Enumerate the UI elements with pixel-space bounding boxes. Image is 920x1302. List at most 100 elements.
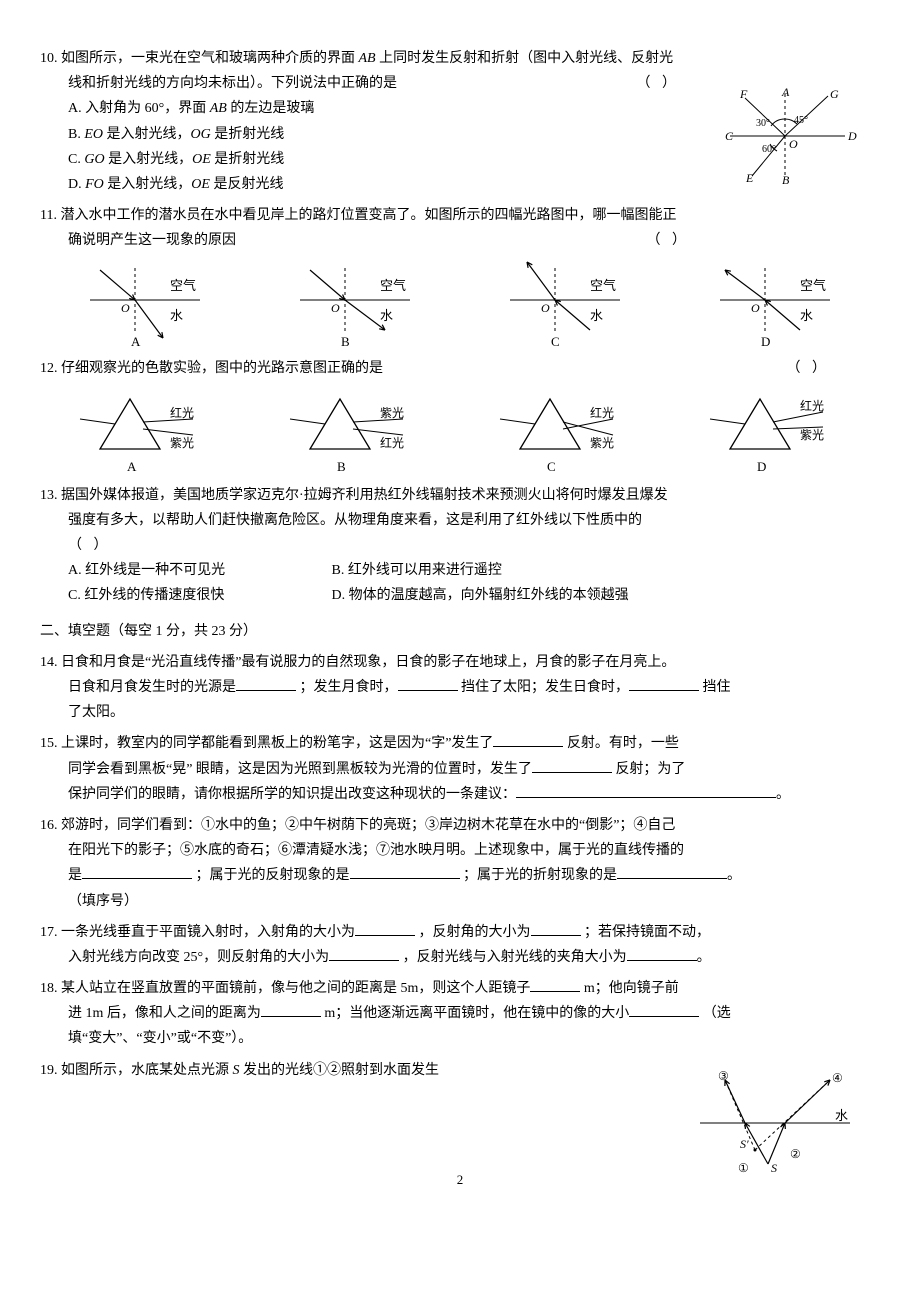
q10-number: 10. [40, 51, 58, 66]
q17-number: 17. [40, 925, 58, 940]
q17-line1: 17. 一条光线垂直于平面镜入射时，入射角的大小为 ，反射角的大小为 ；若保持镜… [40, 920, 880, 945]
q11-stem-line1: 11. 潜入水中工作的潜水员在水中看见岸上的路灯位置变高了。如图所示的四幅光路图… [40, 203, 880, 228]
q17-blank-3 [329, 946, 399, 961]
svg-text:A: A [131, 334, 141, 349]
q14-line1: 14. 日食和月食是“光沿直线传播”最有说服力的自然现象，日食的影子在地球上，月… [40, 650, 880, 675]
svg-text:S: S [771, 1161, 777, 1175]
q15-blank-3 [516, 783, 776, 798]
q17-blank-1 [355, 921, 415, 936]
svg-text:B: B [341, 334, 350, 349]
svg-text:O: O [331, 301, 340, 315]
svg-text:O: O [121, 301, 130, 315]
q16-number: 16. [40, 818, 58, 833]
q19-number: 19. [40, 1063, 58, 1078]
q18-blank-3 [629, 1002, 699, 1017]
q16-line4: （填序号） [40, 889, 880, 914]
svg-text:B: B [782, 173, 790, 186]
q14-line3: 了太阳。 [40, 700, 880, 725]
q12-stem: 12. 仔细观察光的色散实验，图中的光路示意图正确的是 （ ） [40, 356, 880, 381]
q12-fig-c: 红光紫光 C [495, 387, 635, 477]
svg-text:D: D [761, 334, 770, 349]
svg-text:D: D [757, 459, 766, 474]
svg-text:紫光: 紫光 [800, 428, 824, 442]
question-11: 11. 潜入水中工作的潜水员在水中看见岸上的路灯位置变高了。如图所示的四幅光路图… [40, 203, 880, 349]
svg-text:水: 水 [170, 308, 183, 323]
q15-line3: 保护同学们的眼睛，请你根据所学的知识提出改变这种现状的一条建议：。 [40, 782, 880, 807]
q18-line1: 18. 某人站立在竖直放置的平面镜前，像与他之间的距离是 5m，则这个人距镜子 … [40, 976, 880, 1001]
q14-blank-3 [629, 676, 699, 691]
q12-figure-row: 红光紫光A 紫光红光B 红光紫光C 红光紫光D [40, 387, 880, 477]
q13-option-d: D. 物体的温度越高，向外辐射红外线的本领越强 [332, 583, 629, 608]
q13-options-row1: A. 红外线是一种不可见光 B. 红外线可以用来进行遥控 [40, 558, 880, 583]
question-10: 10. 如图所示，一束光在空气和玻璃两种介质的界面 AB 上同时发生反射和折射（… [40, 46, 880, 197]
svg-text:紫光: 紫光 [590, 436, 614, 450]
q13-stem-line2: 强度有多大，以帮助人们赶快撤离危险区。从物理角度来看，这是利用了红外线以下性质中… [40, 508, 880, 533]
q11-number: 11. [40, 208, 57, 223]
section-2-heading: 二、填空题（每空 1 分，共 23 分） [40, 619, 880, 644]
svg-text:O: O [789, 137, 798, 151]
q15-blank-1 [493, 732, 563, 747]
q13-option-c: C. 红外线的传播速度很快 [68, 583, 288, 608]
question-16: 16. 郊游时，同学们看到：①水中的鱼；②中午树荫下的亮斑；③岸边树木花草在水中… [40, 813, 880, 914]
svg-text:水: 水 [835, 1108, 848, 1123]
svg-text:A: A [781, 86, 790, 99]
q18-blank-1 [530, 977, 580, 992]
svg-text:红光: 红光 [380, 435, 404, 450]
q12-fig-d: 红光紫光 D [705, 387, 845, 477]
q13-paren: （ ） [40, 533, 880, 558]
q18-line3: 填“变大”、“变小”或“不变”）。 [40, 1026, 880, 1051]
svg-text:④: ④ [832, 1071, 843, 1085]
svg-text:E: E [745, 171, 754, 185]
q19-figure: ①②③④水SS′ [690, 1068, 860, 1178]
question-15: 15. 上课时，教室内的同学都能看到黑板上的粉笔字，这是因为“字”发生了 反射。… [40, 731, 880, 807]
q14-number: 14. [40, 655, 58, 670]
svg-text:60°: 60° [762, 144, 776, 155]
svg-text:空气: 空气 [590, 278, 616, 293]
q12-paren: （ ） [787, 356, 831, 381]
svg-text:F: F [739, 87, 748, 101]
q16-line2: 在阳光下的影子；⑤水底的奇石；⑥潭清疑水浅；⑦池水映月明。上述现象中，属于光的直… [40, 838, 880, 863]
svg-text:B: B [337, 459, 346, 474]
svg-text:A: A [127, 459, 137, 474]
q11-figure-row: 空气水OA 空气水OB 空气水OC 空气水OD [40, 260, 880, 350]
q12-fig-a: 红光紫光 A [75, 387, 215, 477]
svg-text:红光: 红光 [800, 398, 824, 413]
question-18: 18. 某人站立在竖直放置的平面镜前，像与他之间的距离是 5m，则这个人距镜子 … [40, 976, 880, 1052]
q16-blank-3 [617, 864, 727, 879]
svg-text:S′: S′ [740, 1137, 749, 1151]
svg-text:G: G [830, 87, 839, 101]
svg-text:D: D [847, 129, 857, 143]
q15-line1: 15. 上课时，教室内的同学都能看到黑板上的粉笔字，这是因为“字”发生了 反射。… [40, 731, 880, 756]
svg-text:紫光: 紫光 [170, 436, 194, 450]
q14-blank-2 [398, 676, 458, 691]
q16-line1: 16. 郊游时，同学们看到：①水中的鱼；②中午树荫下的亮斑；③岸边树木花草在水中… [40, 813, 880, 838]
q14-line2: 日食和月食发生时的光源是 ；发生月食时， 挡住了太阳；发生日食时， 挡住 [40, 675, 880, 700]
svg-text:O: O [541, 301, 550, 315]
svg-text:空气: 空气 [380, 278, 406, 293]
question-17: 17. 一条光线垂直于平面镜入射时，入射角的大小为 ，反射角的大小为 ；若保持镜… [40, 920, 880, 970]
q16-line3: 是 ；属于光的反射现象的是 ；属于光的折射现象的是。 [40, 863, 880, 888]
svg-text:空气: 空气 [800, 278, 826, 293]
svg-text:红光: 红光 [170, 405, 194, 420]
svg-text:紫光: 紫光 [380, 406, 404, 420]
q11-fig-a: 空气水OA [75, 260, 215, 350]
q11-paren: （ ） [647, 228, 691, 253]
q15-blank-2 [532, 758, 612, 773]
svg-text:③: ③ [718, 1069, 729, 1083]
q15-line2: 同学会看到黑板“晃” 眼睛，这是因为光照到黑板较为光滑的位置时，发生了 反射；为… [40, 757, 880, 782]
svg-text:红光: 红光 [590, 405, 614, 420]
svg-text:②: ② [790, 1147, 801, 1161]
svg-text:C: C [725, 129, 734, 143]
q18-blank-2 [261, 1002, 321, 1017]
q11-fig-d: 空气水OD [705, 260, 845, 350]
svg-text:水: 水 [380, 308, 393, 323]
svg-text:C: C [547, 459, 556, 474]
q11-stem-line2: 确说明产生这一现象的原因 （ ） [40, 228, 880, 253]
q10-figure: FAGCODEB30°45°60° [700, 86, 870, 186]
q15-number: 15. [40, 736, 58, 751]
q17-blank-4 [627, 946, 697, 961]
svg-text:O: O [751, 301, 760, 315]
q13-options-row2: C. 红外线的传播速度很快 D. 物体的温度越高，向外辐射红外线的本领越强 [40, 583, 880, 608]
q16-blank-1 [82, 864, 192, 879]
q18-line2: 进 1m 后，像和人之间的距离为 m；当他逐渐远离平面镜时，他在镜中的像的大小 … [40, 1001, 880, 1026]
